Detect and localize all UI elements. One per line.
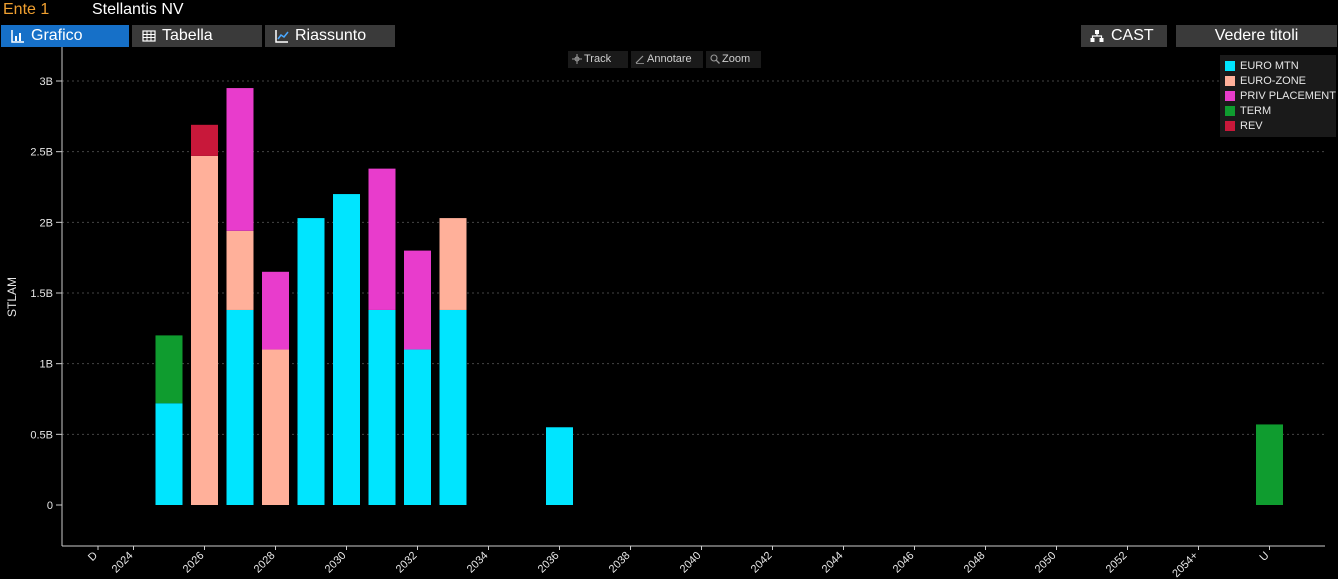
y-tick-label: 2B <box>40 217 53 229</box>
track-tool[interactable]: Track <box>568 51 628 68</box>
top-bar: Ente 1 Stellantis NV <box>0 0 1338 24</box>
legend-label: PRIV PLACEMENT <box>1240 90 1336 102</box>
bar-segment <box>155 335 183 404</box>
bar-segment <box>226 88 254 231</box>
bar-segment <box>439 309 467 505</box>
chart-legend: EURO MTN EURO-ZONE PRIV PLACEMENT TERM R… <box>1220 55 1336 137</box>
y-tick-label: 0 <box>47 500 53 512</box>
bar-segment <box>191 124 218 156</box>
legend-swatch <box>1225 106 1235 116</box>
x-tick-label: 2024 <box>110 550 136 576</box>
bar-segment <box>546 427 573 505</box>
x-tick-label: 2054+ <box>1170 550 1200 579</box>
x-tick-label: 2048 <box>962 550 988 576</box>
cast-button-label: CAST <box>1111 27 1154 44</box>
y-tick-label: 2.5B <box>30 147 53 159</box>
bar-chart-icon <box>11 30 24 43</box>
annotate-label: Annotare <box>647 53 692 65</box>
y-tick-label: 1B <box>40 359 53 371</box>
track-label: Track <box>584 53 612 65</box>
tab-riassunto[interactable]: Riassunto <box>265 25 395 47</box>
x-tick-label: 2032 <box>394 550 420 576</box>
x-tick-label: 2034 <box>465 550 491 576</box>
legend-swatch <box>1225 76 1235 86</box>
x-tick-label: 2038 <box>607 550 633 576</box>
annotate-tool[interactable]: Annotare <box>631 51 703 68</box>
hierarchy-icon <box>1090 30 1104 42</box>
x-tick-label: 2036 <box>536 550 562 576</box>
y-axis-label: STLAM <box>5 276 20 318</box>
zoom-tool[interactable]: Zoom <box>706 51 761 68</box>
bar-segment <box>191 155 218 505</box>
legend-swatch <box>1225 91 1235 101</box>
summary-chart-icon <box>275 30 289 43</box>
bar-segment <box>404 250 431 350</box>
magnifier-icon <box>710 54 720 64</box>
legend-label: TERM <box>1240 105 1272 117</box>
x-tick-label: U <box>1258 550 1272 564</box>
bar-segment <box>226 230 254 310</box>
bar-segment <box>262 271 289 350</box>
legend-swatch <box>1225 121 1235 131</box>
x-tick-label: D <box>86 550 100 564</box>
cast-button[interactable]: CAST <box>1081 25 1167 47</box>
table-icon <box>142 30 156 42</box>
x-tick-label: 2044 <box>820 550 846 576</box>
x-tick-label: 2030 <box>323 550 349 576</box>
legend-label: EURO MTN <box>1240 60 1299 72</box>
bar-segment <box>404 349 431 505</box>
y-tick-label: 3B <box>40 76 53 88</box>
legend-swatch <box>1225 61 1235 71</box>
company-name: Stellantis NV <box>92 1 184 18</box>
x-tick-label: 2026 <box>181 550 207 576</box>
bar-segment <box>368 309 396 505</box>
bar-segment <box>226 309 254 505</box>
x-tick-label: 2050 <box>1033 550 1059 576</box>
pencil-icon <box>635 55 644 64</box>
legend-label: EURO-ZONE <box>1240 75 1306 87</box>
x-tick-label: 2046 <box>891 550 917 576</box>
tab-grafico-label: Grafico <box>31 27 83 44</box>
x-tick-label: 2028 <box>252 550 278 576</box>
crosshair-icon <box>572 54 582 64</box>
bar-segment <box>297 218 325 506</box>
entity-label: Ente 1 <box>3 1 50 18</box>
tab-grafico[interactable]: Grafico <box>1 25 129 47</box>
view-titles-button[interactable]: Vedere titoli <box>1176 25 1337 47</box>
bar-segment <box>155 403 183 505</box>
x-tick-label: 2042 <box>749 550 775 576</box>
tab-tabella-label: Tabella <box>162 27 213 44</box>
x-tick-label: 2040 <box>678 550 704 576</box>
y-tick-label: 0.5B <box>30 429 53 441</box>
tab-tabella[interactable]: Tabella <box>132 25 262 47</box>
bar-segment <box>368 168 396 310</box>
bar-segment <box>1256 424 1283 505</box>
legend-label: REV <box>1240 120 1263 132</box>
tab-riassunto-label: Riassunto <box>295 27 367 44</box>
zoom-label: Zoom <box>722 53 751 65</box>
bar-segment <box>262 349 289 505</box>
bar-segment <box>439 218 467 310</box>
x-tick-label: 2052 <box>1104 550 1130 576</box>
y-tick-label: 1.5B <box>30 288 53 300</box>
bar-segment <box>333 194 360 506</box>
